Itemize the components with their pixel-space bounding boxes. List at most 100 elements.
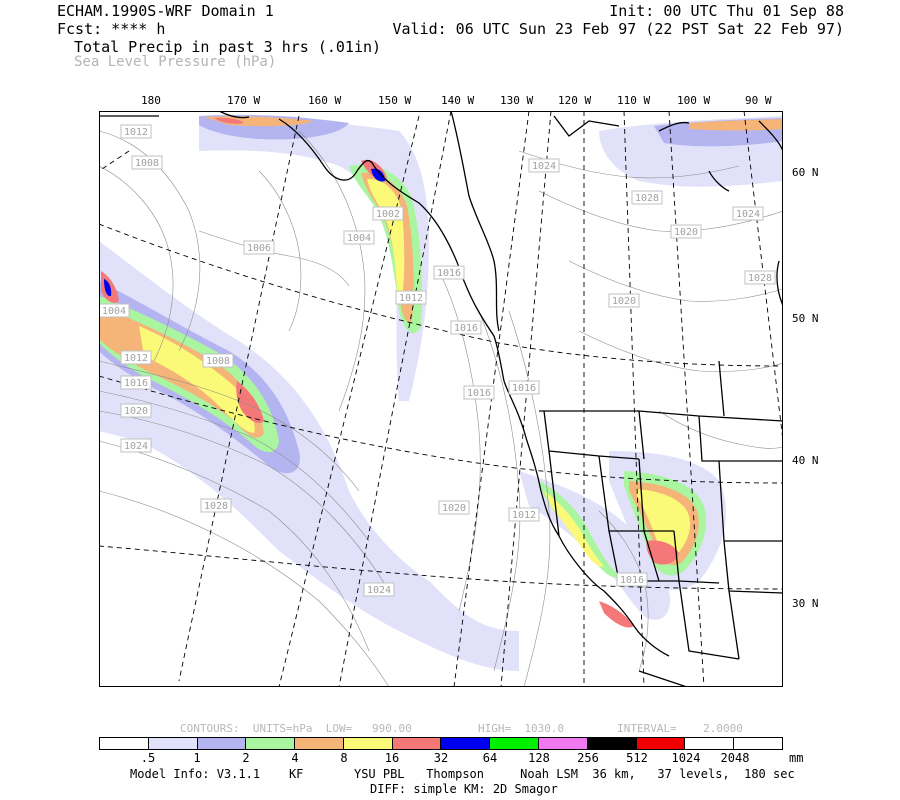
colorbar-label: 1024 (671, 751, 701, 765)
colorbar-label: 32 (433, 751, 449, 765)
svg-text:1028: 1028 (635, 193, 659, 204)
svg-text:1016: 1016 (124, 378, 148, 389)
isobar-label: 1020 (670, 224, 702, 239)
svg-text:1012: 1012 (512, 510, 536, 521)
lon-label: 90 W (745, 94, 772, 107)
lat-label: 40 N (792, 454, 819, 467)
svg-text:1002: 1002 (376, 209, 400, 220)
lat-label: 30 N (792, 597, 819, 610)
primary-field-label: Total Precip in past 3 hrs (.01in) (74, 38, 382, 56)
colorbar-swatch (343, 738, 393, 749)
svg-text:1004: 1004 (347, 233, 371, 244)
colorbar-swatch (148, 738, 198, 749)
precip-area-yellow (637, 489, 691, 557)
precip-area-blue (104, 279, 112, 297)
model-info: Model Info: V3.1.1 KF YSU PBL Thompson N… (130, 767, 795, 781)
colorbar-swatch (246, 738, 296, 749)
colorbar-swatch (441, 738, 491, 749)
plot-title: ECHAM.1990S-WRF Domain 1 (57, 2, 274, 20)
isobar-label: 1028 (744, 270, 776, 285)
svg-text:1016: 1016 (512, 383, 536, 394)
colorbar-label: 4 (291, 751, 299, 765)
colorbar-label: 8 (340, 751, 348, 765)
isobar-label: 1008 (131, 155, 163, 170)
lon-label: 100 W (677, 94, 711, 107)
colorbar-label: 2048 (720, 751, 750, 765)
forecast-hour: Fcst: **** h (57, 20, 166, 38)
colorbar-swatch (197, 738, 247, 749)
svg-text:1016: 1016 (454, 323, 478, 334)
svg-text:1008: 1008 (206, 356, 230, 367)
isobar-label: 1028 (631, 190, 663, 205)
isobar-label: 1012 (395, 290, 427, 305)
svg-text:1012: 1012 (124, 127, 148, 138)
svg-text:1016: 1016 (467, 388, 491, 399)
isobar-label: 1004 (99, 303, 130, 318)
precip-colorbar (99, 737, 783, 750)
colorbar-swatch (490, 738, 540, 749)
lon-label: 130 W (500, 94, 534, 107)
isobar-label: 1024 (528, 158, 560, 173)
isobar-label: 1016 (120, 375, 152, 390)
lon-label: 110 W (617, 94, 651, 107)
svg-text:1004: 1004 (102, 306, 126, 317)
lon-label: 150 W (378, 94, 412, 107)
precip-area-salmon (236, 381, 264, 423)
colorbar-swatch (587, 738, 637, 749)
svg-text:1028: 1028 (204, 501, 228, 512)
lat-label: 50 N (792, 312, 819, 325)
svg-text:1012: 1012 (399, 293, 423, 304)
diffusion-info: DIFF: simple KM: 2D Smagor (370, 782, 558, 796)
svg-text:1028: 1028 (748, 273, 772, 284)
colorbar-swatch (539, 738, 588, 749)
isobar-labels: 1012 1008 1006 1004 1002 1024 1028 1020 … (99, 124, 776, 597)
isobar-label: 1012 (508, 507, 540, 522)
svg-text:1006: 1006 (247, 243, 271, 254)
isobar-label: 1002 (372, 206, 404, 221)
colorbar-label: 1 (193, 751, 201, 765)
colorbar-swatch (392, 738, 442, 749)
isobar-label: 1028 (200, 498, 232, 513)
lon-label: 120 W (558, 94, 592, 107)
svg-text:1008: 1008 (135, 158, 159, 169)
svg-text:1024: 1024 (532, 161, 556, 172)
colorbar-unit: mm (789, 751, 804, 765)
isobar-label: 1016 (463, 385, 495, 400)
colorbar-label: 256 (577, 751, 599, 765)
isobar-label: 1004 (343, 230, 375, 245)
precip-area-salmon (599, 601, 634, 628)
lon-label: 180 (141, 94, 161, 107)
precip-area-yellow (139, 326, 255, 433)
contour-info: CONTOURS: UNITS=hPa LOW= 990.00 HIGH= 10… (180, 722, 743, 735)
isobar-label: 1012 (120, 350, 152, 365)
colorbar-label: 2 (242, 751, 250, 765)
colorbar-label: 512 (626, 751, 648, 765)
precip-area-salmon (214, 117, 244, 124)
colorbar-swatch (636, 738, 686, 749)
precip-area-salmon (646, 540, 679, 565)
isobar-label: 1024 (363, 582, 395, 597)
svg-text:1024: 1024 (736, 209, 760, 220)
lon-label: 170 W (227, 94, 261, 107)
isobar-label: 1016 (450, 320, 482, 335)
isobar-label: 1016 (616, 572, 648, 587)
isobar-label: 1020 (608, 293, 640, 308)
init-time: Init: 00 UTC Thu 01 Sep 88 (609, 2, 844, 20)
precip-area-blue (371, 168, 385, 182)
svg-text:1020: 1020 (124, 406, 148, 417)
isobar-label: 1024 (732, 206, 764, 221)
colorbar-swatch (685, 738, 735, 749)
weather-map: 1012 1008 1006 1004 1002 1024 1028 1020 … (99, 111, 783, 687)
colorbar-label: 16 (384, 751, 400, 765)
isobar-label: 1016 (508, 380, 540, 395)
svg-text:1024: 1024 (124, 441, 148, 452)
isobar-label: 1016 (433, 265, 465, 280)
svg-text:1020: 1020 (674, 227, 698, 238)
svg-text:1020: 1020 (442, 503, 466, 514)
colorbar-swatch (295, 738, 344, 749)
colorbar-label: 64 (482, 751, 498, 765)
isobar-label: 1008 (202, 353, 234, 368)
isobar-label: 1024 (120, 438, 152, 453)
precip-area-yellow (544, 491, 604, 567)
svg-text:1024: 1024 (367, 585, 391, 596)
